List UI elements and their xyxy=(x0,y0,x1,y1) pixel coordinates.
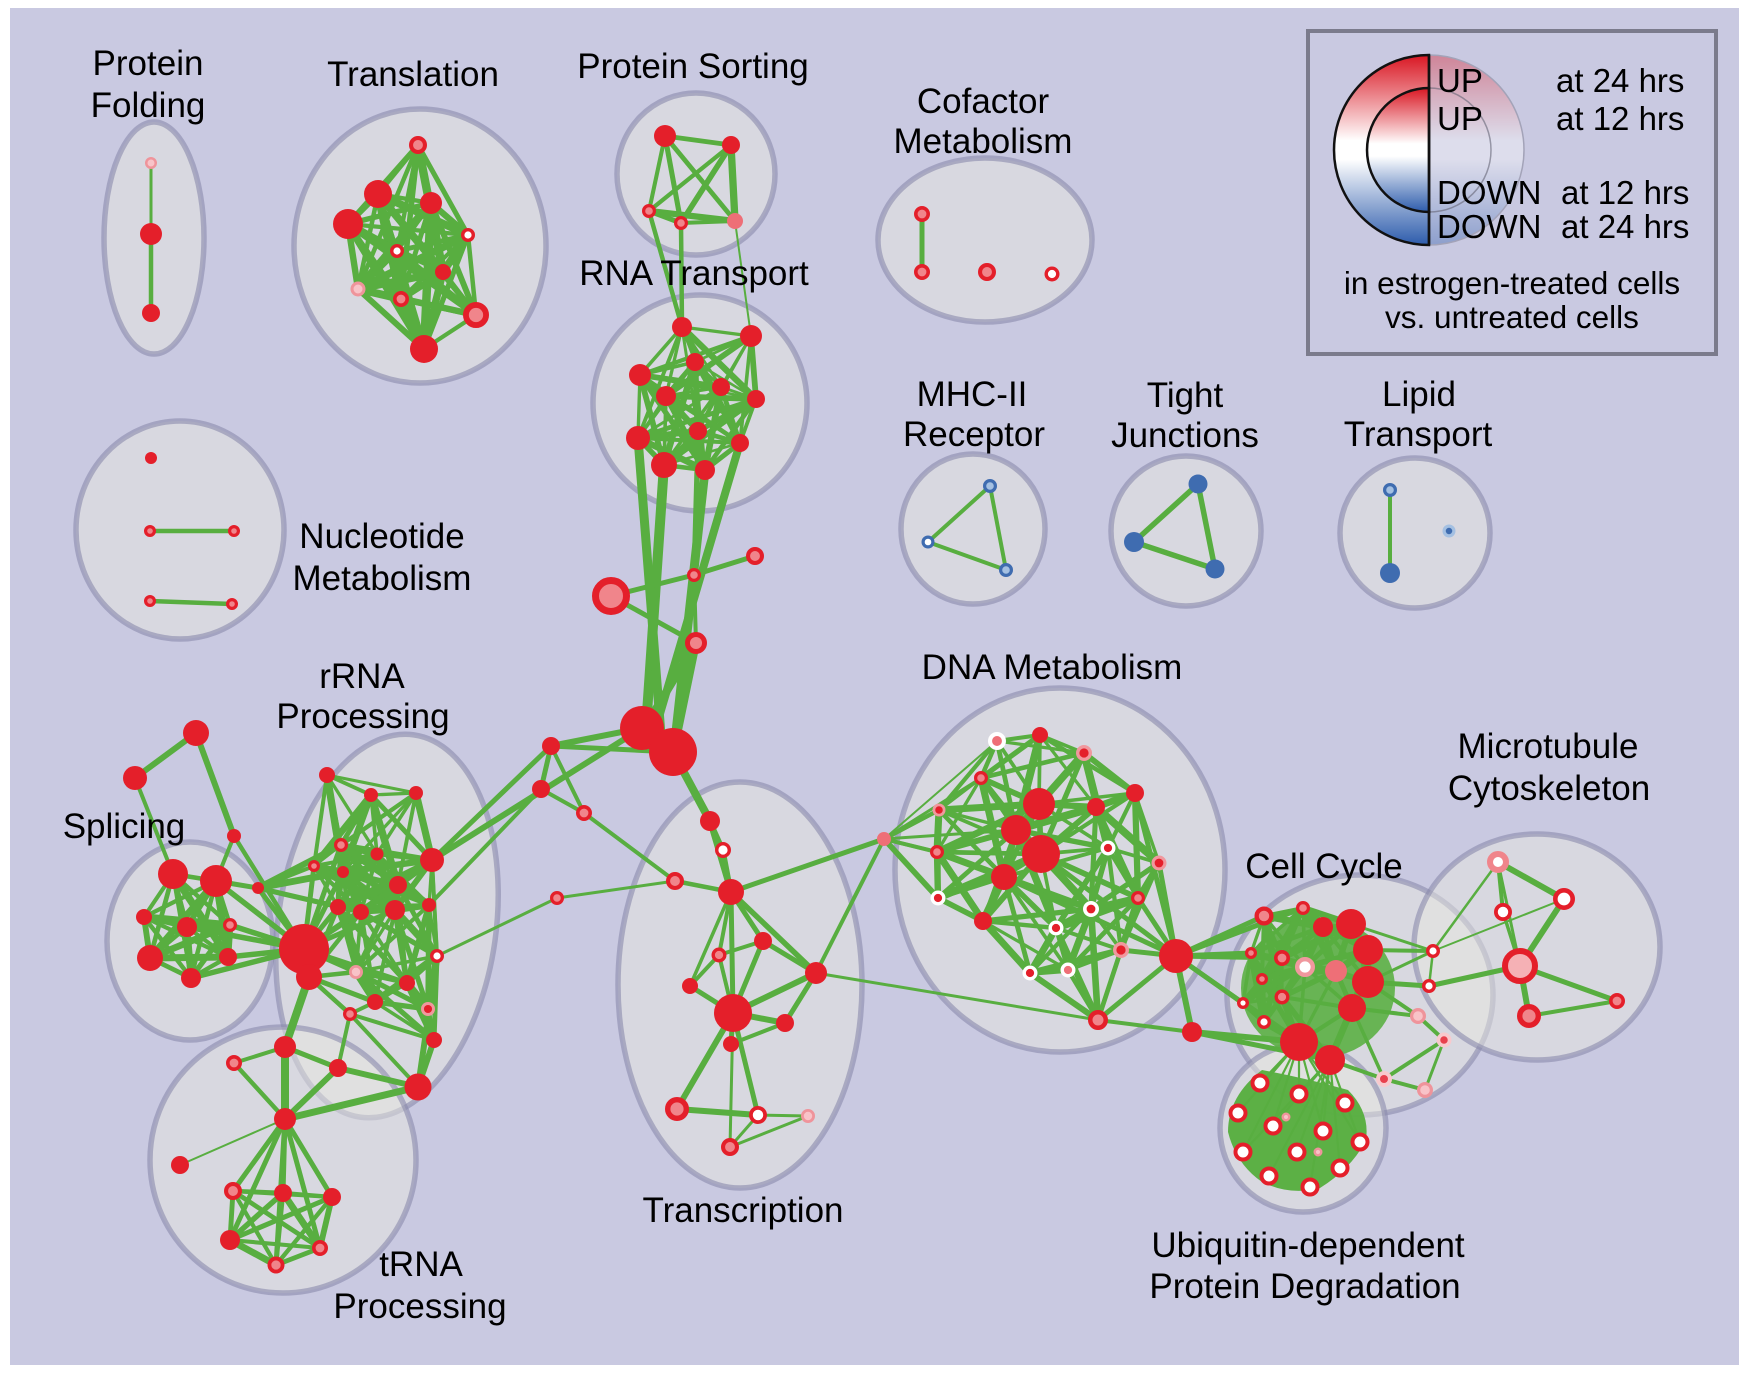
svg-text:Protein Sorting: Protein Sorting xyxy=(577,47,809,86)
svg-text:DOWN: DOWN xyxy=(1437,208,1541,245)
svg-text:Processing: Processing xyxy=(276,697,449,736)
svg-text:Tight: Tight xyxy=(1147,376,1224,415)
svg-text:Microtubule: Microtubule xyxy=(1458,727,1639,766)
svg-text:Junctions: Junctions xyxy=(1111,416,1259,455)
svg-text:Ubiquitin-dependent: Ubiquitin-dependent xyxy=(1151,1226,1465,1265)
svg-text:MHC-II: MHC-II xyxy=(917,375,1028,414)
svg-text:DNA Metabolism: DNA Metabolism xyxy=(922,648,1183,687)
svg-text:Protein: Protein xyxy=(93,44,204,83)
svg-text:at 24 hrs: at 24 hrs xyxy=(1561,208,1689,245)
svg-text:Receptor: Receptor xyxy=(903,415,1045,454)
svg-text:Processing: Processing xyxy=(333,1287,506,1326)
svg-text:Protein Degradation: Protein Degradation xyxy=(1149,1267,1460,1306)
svg-text:Translation: Translation xyxy=(327,55,499,94)
svg-text:tRNA: tRNA xyxy=(379,1245,463,1284)
svg-text:RNA Transport: RNA Transport xyxy=(579,254,809,293)
svg-text:Nucleotide: Nucleotide xyxy=(299,517,464,556)
svg-text:at 12 hrs: at 12 hrs xyxy=(1556,100,1684,137)
svg-text:Cytoskeleton: Cytoskeleton xyxy=(1448,769,1650,808)
svg-text:Metabolism: Metabolism xyxy=(293,559,472,598)
svg-text:Cell Cycle: Cell Cycle xyxy=(1245,847,1403,886)
svg-text:Cofactor: Cofactor xyxy=(917,82,1050,121)
svg-text:in estrogen-treated cells: in estrogen-treated cells xyxy=(1344,265,1680,301)
svg-text:Splicing: Splicing xyxy=(63,807,186,846)
svg-text:Metabolism: Metabolism xyxy=(894,122,1073,161)
svg-text:UP: UP xyxy=(1437,100,1483,137)
svg-text:at 24 hrs: at 24 hrs xyxy=(1556,62,1684,99)
svg-text:rRNA: rRNA xyxy=(319,657,405,696)
svg-text:at 12 hrs: at 12 hrs xyxy=(1561,174,1689,211)
svg-text:DOWN: DOWN xyxy=(1437,174,1541,211)
svg-text:vs. untreated cells: vs. untreated cells xyxy=(1385,299,1639,335)
svg-text:Folding: Folding xyxy=(91,86,206,125)
svg-text:UP: UP xyxy=(1437,62,1483,99)
svg-text:Transport: Transport xyxy=(1344,415,1493,454)
svg-text:Lipid: Lipid xyxy=(1382,375,1456,414)
svg-text:Transcription: Transcription xyxy=(643,1191,844,1230)
